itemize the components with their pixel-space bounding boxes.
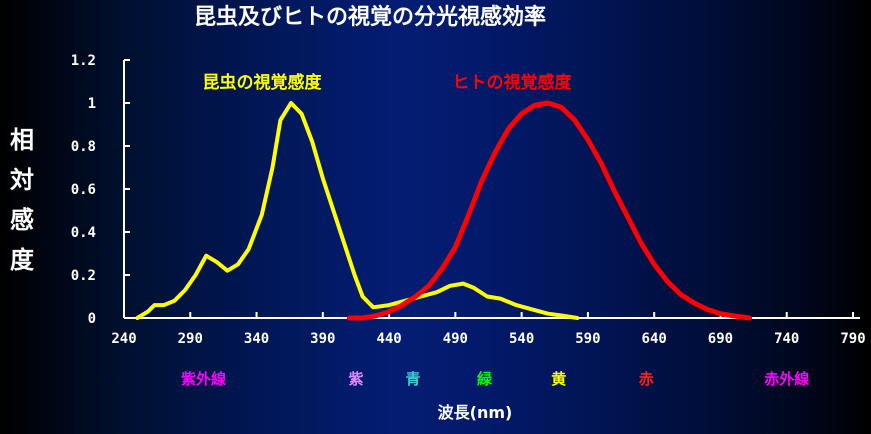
color-band-labels: 紫外線 紫 青 緑 黄 赤 赤外線 [181,370,809,388]
x-tick-label: 590 [575,331,600,347]
y-axis-label: 相対感度 [10,126,35,274]
y-tick-label: 0.6 [71,182,96,198]
x-tick-label: 540 [509,331,534,347]
x-tick-label: 690 [708,331,733,347]
y-tick-group: 0 0.2 0.4 0.6 0.8 1 1.2 [71,53,130,327]
x-tick-label: 640 [642,331,667,347]
chart-title: 昆虫及びヒトの視覚の分光視感効率 [194,4,546,30]
x-tick-label: 440 [376,331,401,347]
x-tick-label: 790 [840,331,865,347]
y-tick-label: 1 [88,96,96,112]
y-tick-label: 0.8 [71,139,96,155]
series-line-human [346,100,753,321]
x-tick-label: 290 [178,331,203,347]
band-label: 紫 [348,370,363,388]
y-tick-label: 0.4 [71,225,96,241]
x-tick-label: 490 [443,331,468,347]
band-label: 緑 [477,370,493,388]
band-label: 紫外線 [181,370,226,388]
band-label: 赤 [639,370,654,388]
band-label: 赤外線 [764,370,809,388]
y-tick-label: 0 [88,311,96,327]
y-tick-label: 1.2 [71,53,96,69]
x-tick-label: 740 [774,331,799,347]
legend-insect: 昆虫の視覚感度 [203,72,323,93]
y-tick-label: 0.2 [71,268,96,284]
x-axis-label: 波長(nm) [438,403,513,422]
band-label: 黄 [551,370,566,388]
x-tick-label: 240 [111,331,136,347]
legend-human: ヒトの視覚感度 [453,72,573,93]
band-label: 青 [405,370,420,388]
x-tick-group: 240 290 340 390 440 490 540 590 640 690 740 790 [111,312,866,347]
series-group [135,100,753,321]
x-tick-label: 340 [244,331,269,347]
x-tick-label: 390 [310,331,335,347]
series-line-insect [135,101,580,320]
